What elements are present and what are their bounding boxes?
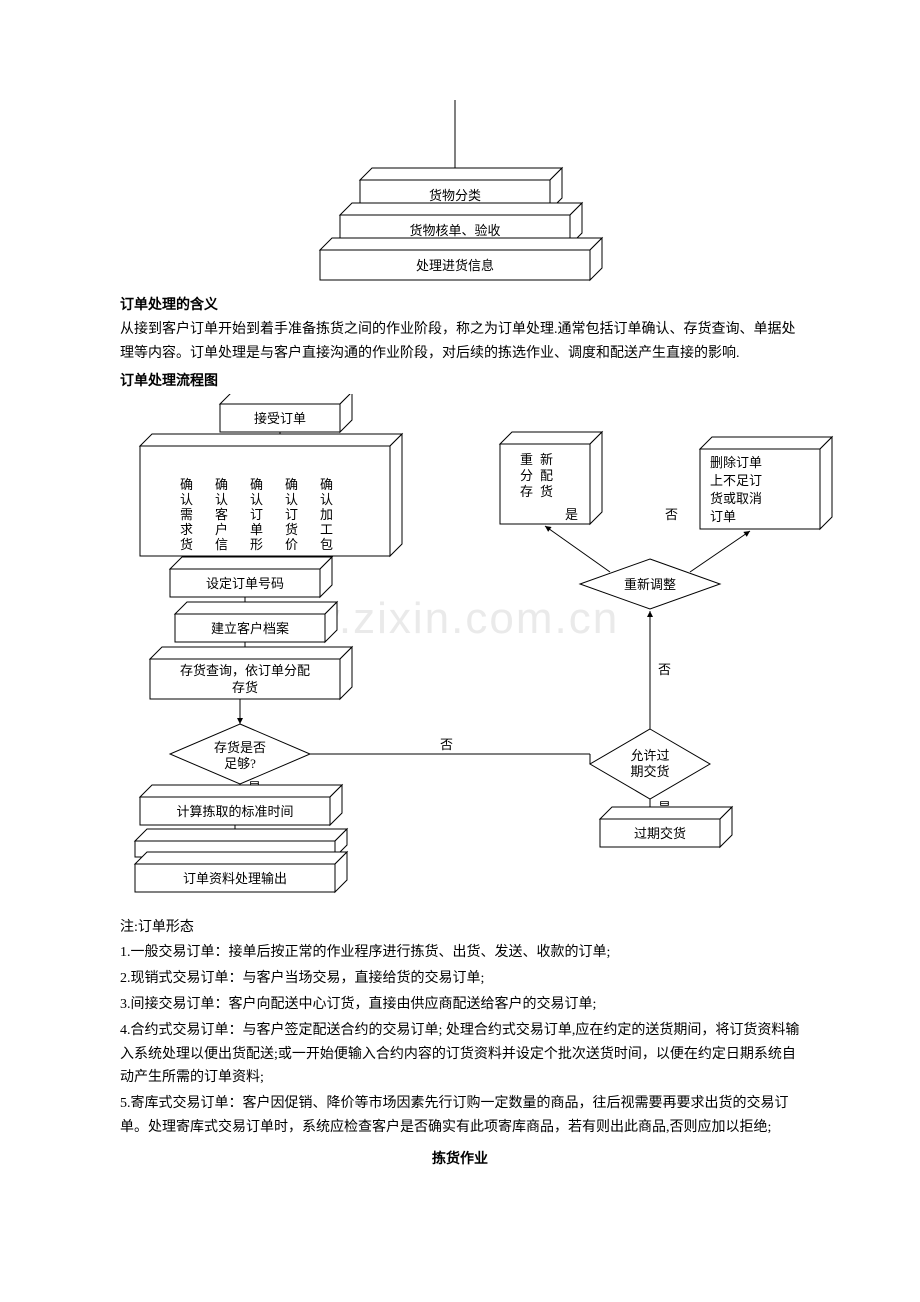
diamond-overdue: 允许过 期交货: [590, 729, 710, 799]
svg-text:包: 包: [320, 537, 333, 552]
section1-body: 从接到客户订单开始到着手准备拣货之间的作业阶段，称之为订单处理.通常包括订单确认…: [120, 318, 800, 366]
svg-text:认: 认: [320, 492, 333, 507]
svg-text:确: 确: [320, 477, 333, 492]
node-delete-order: 删除订单 上不足订 货或取消 订单: [700, 437, 832, 529]
svg-text:认: 认: [285, 492, 298, 507]
svg-text:是: 是: [565, 507, 578, 522]
svg-text:货: 货: [285, 522, 298, 537]
svg-text:加: 加: [320, 507, 333, 522]
svg-text:确: 确: [250, 477, 263, 492]
svg-text:需: 需: [180, 507, 193, 522]
diamond-stock-enough: 存货是否 足够?: [170, 724, 310, 784]
svg-text:计算拣取的标准时间: 计算拣取的标准时间: [176, 804, 293, 819]
svg-text:货或取消: 货或取消: [710, 491, 762, 506]
svg-text:订: 订: [285, 507, 298, 522]
svg-text:存货是否: 存货是否: [214, 740, 266, 755]
svg-text:分: 分: [520, 468, 533, 483]
main-flowchart: www.zixin.com.cn 接受订单 确认需求货 确认客户信 确认订单形 …: [120, 394, 800, 914]
svg-text:期交货: 期交货: [630, 764, 669, 779]
node-verify-label: 货物核单、验收: [409, 223, 500, 238]
node-process-label: 处理进货信息: [416, 258, 494, 273]
node-output: 订单资料处理输出: [135, 852, 347, 892]
node-calc-time: 计算拣取的标准时间: [140, 785, 342, 825]
node-build-file: 建立客户档案: [175, 602, 337, 642]
svg-text:允许过: 允许过: [630, 748, 669, 763]
node-confirm-big: 确认需求货 确认客户信 确认订单形 确认订货价 确认加工包: [140, 434, 402, 556]
svg-text:认: 认: [215, 492, 228, 507]
svg-text:货: 货: [540, 484, 553, 499]
svg-text:求: 求: [180, 522, 193, 537]
svg-text:确: 确: [285, 477, 298, 492]
svg-text:货: 货: [180, 537, 193, 552]
svg-text:删除订单: 删除订单: [710, 455, 762, 470]
svg-text:配: 配: [540, 468, 553, 483]
note-item-2: 2.现销式交易订单：与客户当场交易，直接给货的交易订单;: [120, 967, 800, 991]
section2-title: 订单处理流程图: [120, 370, 800, 390]
note-item-4: 4.合约式交易订单：与客户签定配送合约的交易订单; 处理合约式交易订单,应在约定…: [120, 1019, 800, 1090]
node-accept-order: 接受订单: [220, 394, 352, 432]
svg-text:户: 户: [215, 522, 228, 537]
top-flowchart: 货物分类 货物核单、验收 处理进货信息: [120, 80, 800, 290]
note-item-5: 5.寄库式交易订单：客户因促销、降价等市场因素先行订购一定数量的商品，往后视需要…: [120, 1092, 800, 1140]
svg-text:确: 确: [180, 477, 193, 492]
svg-text:上不足订: 上不足订: [710, 473, 762, 488]
svg-text:否: 否: [658, 662, 671, 677]
svg-text:重新调整: 重新调整: [624, 577, 676, 592]
svg-text:确: 确: [215, 477, 228, 492]
svg-text:足够?: 足够?: [224, 756, 256, 771]
svg-text:设定订单号码: 设定订单号码: [206, 576, 284, 591]
node-classify-label: 货物分类: [429, 188, 481, 203]
svg-text:认: 认: [250, 492, 263, 507]
svg-text:订: 订: [250, 507, 263, 522]
section1-title: 订单处理的含义: [120, 294, 800, 314]
node-query-stock: 存货查询，依订单分配 存货: [150, 647, 352, 699]
svg-text:价: 价: [285, 537, 298, 552]
note-item-1: 1.一般交易订单：接单后按正常的作业程序进行拣货、出货、发送、收款的订单;: [120, 941, 800, 965]
node-redistribute: 重新 分配 存货 是: [500, 432, 602, 524]
note-item-3: 3.间接交易订单：客户向配送中心订货，直接由供应商配送给客户的交易订单;: [120, 993, 800, 1017]
svg-text:存货: 存货: [232, 680, 258, 695]
svg-text:形: 形: [250, 537, 263, 552]
node-process: 处理进货信息: [320, 238, 602, 280]
svg-text:接受订单: 接受订单: [254, 411, 306, 426]
svg-text:否: 否: [665, 507, 678, 522]
bottom-title: 拣货作业: [120, 1148, 800, 1168]
svg-text:新: 新: [540, 452, 553, 467]
svg-text:单: 单: [250, 522, 263, 537]
svg-text:订单资料处理输出: 订单资料处理输出: [183, 871, 287, 886]
svg-text:否: 否: [440, 737, 453, 752]
svg-text:订单: 订单: [710, 509, 736, 524]
svg-text:客: 客: [215, 507, 228, 522]
node-set-number: 设定订单号码: [170, 557, 332, 597]
node-overdue-delivery: 过期交货: [600, 807, 732, 847]
diamond-readjust: 重新调整: [580, 559, 720, 609]
svg-text:认: 认: [180, 492, 193, 507]
svg-text:存: 存: [520, 484, 533, 499]
svg-text:重: 重: [520, 452, 533, 467]
notes-title: 注:订单形态: [120, 916, 800, 940]
svg-text:建立客户档案: 建立客户档案: [211, 621, 289, 636]
svg-text:存货查询，依订单分配: 存货查询，依订单分配: [180, 663, 310, 678]
svg-text:工: 工: [320, 522, 333, 537]
svg-text:信: 信: [215, 537, 228, 552]
svg-text:过期交货: 过期交货: [634, 826, 686, 841]
